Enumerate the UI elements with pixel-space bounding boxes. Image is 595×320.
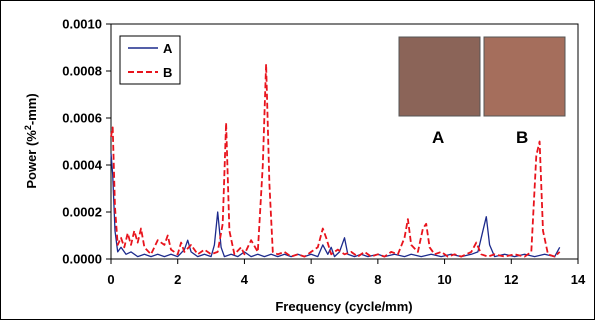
series-layer — [110, 63, 561, 258]
x-tick-label: 8 — [374, 272, 381, 287]
sample-image-a — [398, 36, 481, 117]
sample-images-inset: A B — [398, 36, 566, 147]
sample-label-b: B — [516, 128, 528, 147]
y-tick-label: 0.0000 — [62, 252, 102, 267]
x-tick-label: 14 — [571, 272, 586, 287]
y-tick-label: 0.0002 — [62, 205, 102, 220]
x-tick-label: 12 — [504, 272, 518, 287]
legend-label-b: B — [163, 65, 172, 80]
sample-label-a: A — [432, 128, 444, 147]
legend-box — [119, 35, 181, 85]
x-tick-label: 0 — [107, 272, 114, 287]
y-tick-label: 0.0010 — [62, 17, 102, 32]
x-axis-title: Frequency (cycle/mm) — [275, 299, 412, 314]
y-tick-label: 0.0006 — [62, 111, 102, 126]
y-tick-label: 0.0008 — [62, 64, 102, 79]
legend: A B — [119, 35, 181, 85]
y-tick-label: 0.0004 — [62, 158, 103, 173]
sample-image-b — [483, 36, 566, 117]
x-axis-ticks: 0 2 4 6 8 10 12 14 — [107, 259, 586, 287]
x-tick-label: 4 — [241, 272, 249, 287]
y-axis-title: Power (%2-mm) — [23, 93, 39, 188]
x-tick-label: 2 — [174, 272, 181, 287]
legend-label-a: A — [163, 41, 173, 56]
x-tick-label: 10 — [437, 272, 451, 287]
x-tick-label: 6 — [308, 272, 315, 287]
y-axis-ticks: 0.0000 0.0002 0.0004 0.0006 0.0008 0.0010 — [62, 17, 111, 267]
series-line-b — [110, 63, 561, 258]
